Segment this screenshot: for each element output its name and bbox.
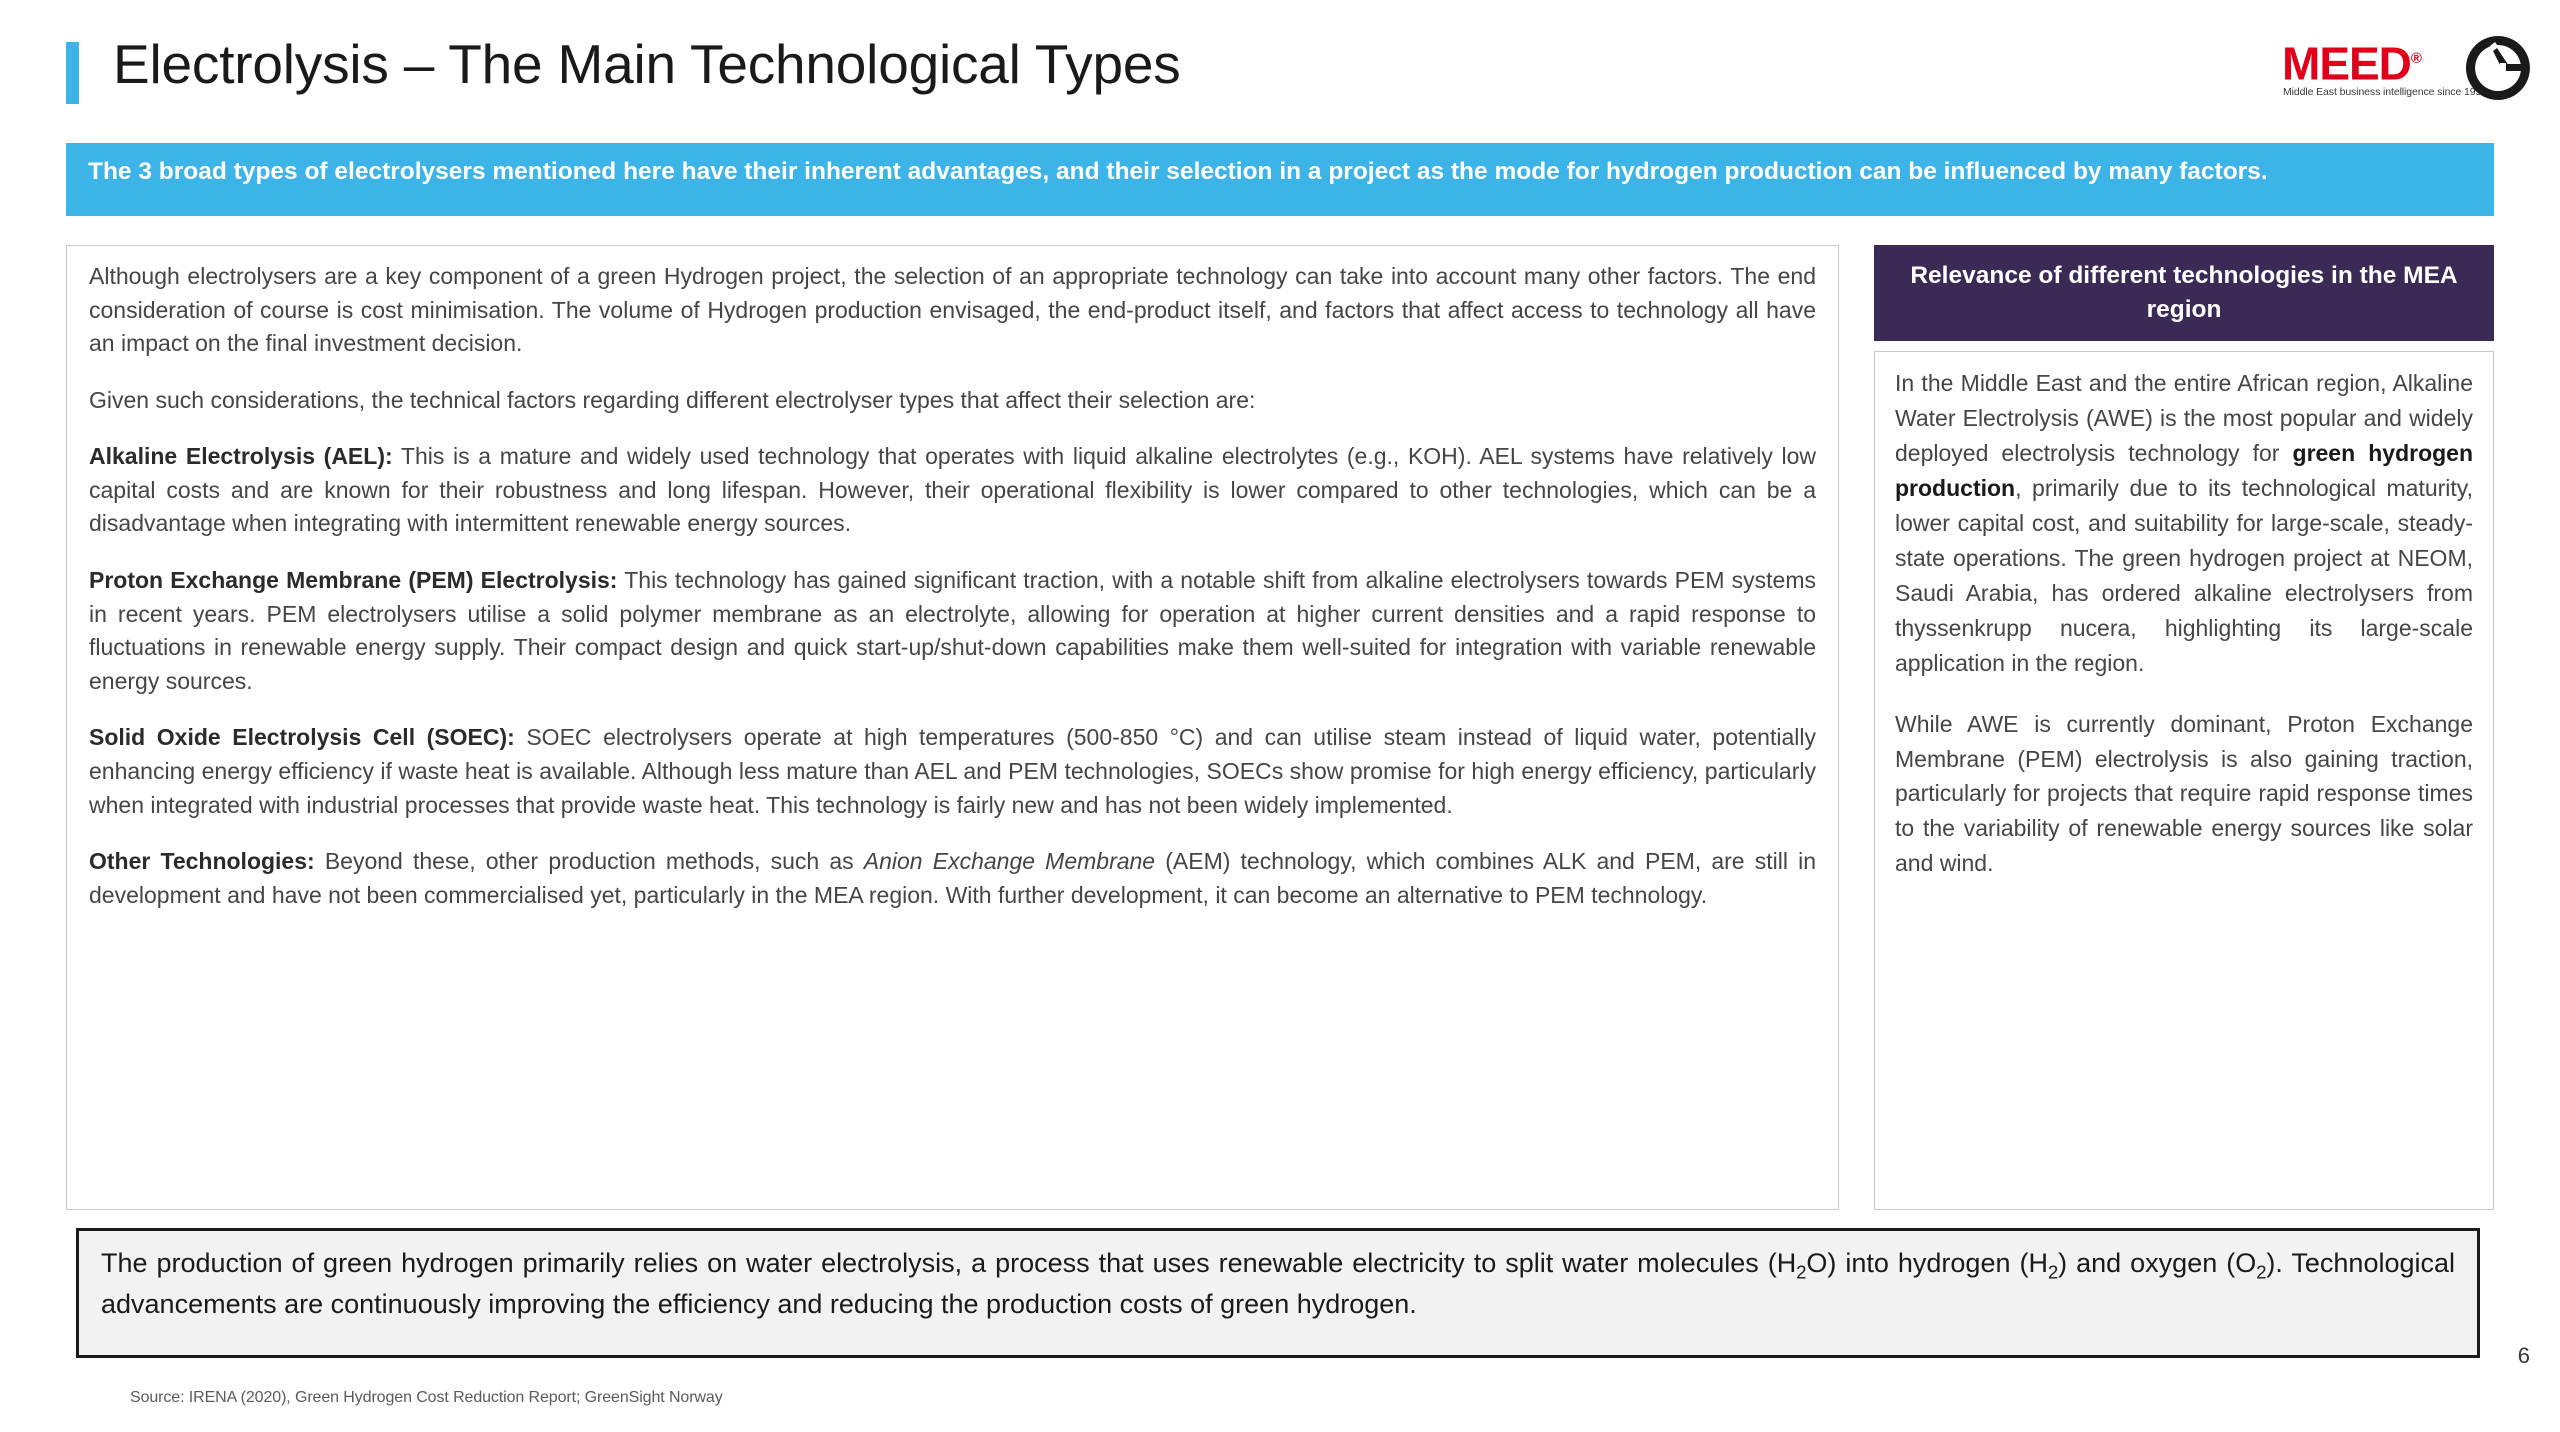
pem-label: Proton Exchange Membrane (PEM) Electroly… bbox=[89, 567, 618, 594]
summary-banner: The 3 broad types of electrolysers menti… bbox=[66, 143, 2494, 216]
paragraph-soec: Solid Oxide Electrolysis Cell (SOEC): SO… bbox=[89, 721, 1816, 822]
other-body-part-2: (AEM) technology, which combines ALK and… bbox=[89, 848, 1816, 908]
left-text-panel: Although electrolysers are a key compone… bbox=[66, 245, 1839, 1210]
right-paragraph-2: While AWE is currently dominant, Proton … bbox=[1895, 710, 2473, 877]
other-body-part-1: Beyond these, other production methods, … bbox=[314, 848, 864, 875]
title-accent-bar bbox=[66, 42, 79, 104]
callout-part-4: ). Technological advancements are contin… bbox=[101, 1248, 2456, 1320]
right-column: Relevance of different technologies in t… bbox=[1874, 245, 2494, 1210]
meed-circle-mark-icon bbox=[2465, 36, 2530, 100]
logo-tagline: Middle East business intelligence since … bbox=[2283, 86, 2487, 98]
pem-body: This technology has gained significant t… bbox=[89, 567, 1817, 694]
paragraph-ael: Alkaline Electrolysis (AEL): This is a m… bbox=[89, 440, 1816, 541]
registered-trademark-icon: ® bbox=[2410, 50, 2422, 67]
paragraph-pem: Proton Exchange Membrane (PEM) Electroly… bbox=[89, 564, 1816, 698]
paragraph-other: Other Technologies: Beyond these, other … bbox=[89, 845, 1816, 912]
right-p1-part-2: , primarily due to its technological mat… bbox=[1895, 474, 2473, 676]
paragraph-lead-in: Given such considerations, the technical… bbox=[89, 386, 1256, 413]
logo-word-text: MEED bbox=[2282, 37, 2412, 90]
callout-part-1: The production of green hydrogen primari… bbox=[101, 1248, 1797, 1278]
source-note: Source: IRENA (2020), Green Hydrogen Cos… bbox=[130, 1389, 723, 1406]
slide-header: Electrolysis – The Main Technological Ty… bbox=[0, 0, 2560, 140]
page-title: Electrolysis – The Main Technological Ty… bbox=[113, 33, 1181, 95]
other-body-italic: Anion Exchange Membrane bbox=[863, 848, 1156, 875]
callout-sub-1: 2 bbox=[1796, 1261, 1807, 1283]
right-p1-part-1: In the Middle East and the entire Africa… bbox=[1895, 370, 2473, 466]
soec-body: SOEC electrolysers operate at high tempe… bbox=[89, 724, 1816, 818]
right-p1-bold: green hydrogen production bbox=[1895, 439, 2474, 501]
paragraph-intro: Although electrolysers are a key compone… bbox=[89, 263, 1816, 357]
soec-label: Solid Oxide Electrolysis Cell (SOEC): bbox=[89, 724, 515, 751]
callout-part-2: O) into hydrogen (H bbox=[1806, 1248, 2048, 1278]
callout-part-3: ) and oxygen (O bbox=[2058, 1248, 2257, 1278]
right-panel-header: Relevance of different technologies in t… bbox=[1874, 245, 2494, 341]
callout-sub-2: 2 bbox=[2047, 1261, 2059, 1283]
meed-logo: MEED® Middle East business intelligence … bbox=[2282, 36, 2532, 110]
ael-body: This is a mature and widely used technol… bbox=[89, 443, 1817, 537]
right-paragraph-1: In the Middle East and the entire Africa… bbox=[1895, 366, 2473, 681]
other-label: Other Technologies: bbox=[89, 848, 315, 875]
logo-wordmark: MEED® bbox=[2282, 36, 2422, 90]
callout-sub-3: 2 bbox=[2256, 1261, 2267, 1283]
ael-label: Alkaline Electrolysis (AEL): bbox=[89, 443, 393, 470]
page-number: 6 bbox=[2517, 1343, 2530, 1368]
content-area: Although electrolysers are a key compone… bbox=[66, 245, 2494, 1210]
right-panel-body: In the Middle East and the entire Africa… bbox=[1874, 351, 2494, 1210]
bottom-callout-box: The production of green hydrogen primari… bbox=[76, 1228, 2480, 1358]
